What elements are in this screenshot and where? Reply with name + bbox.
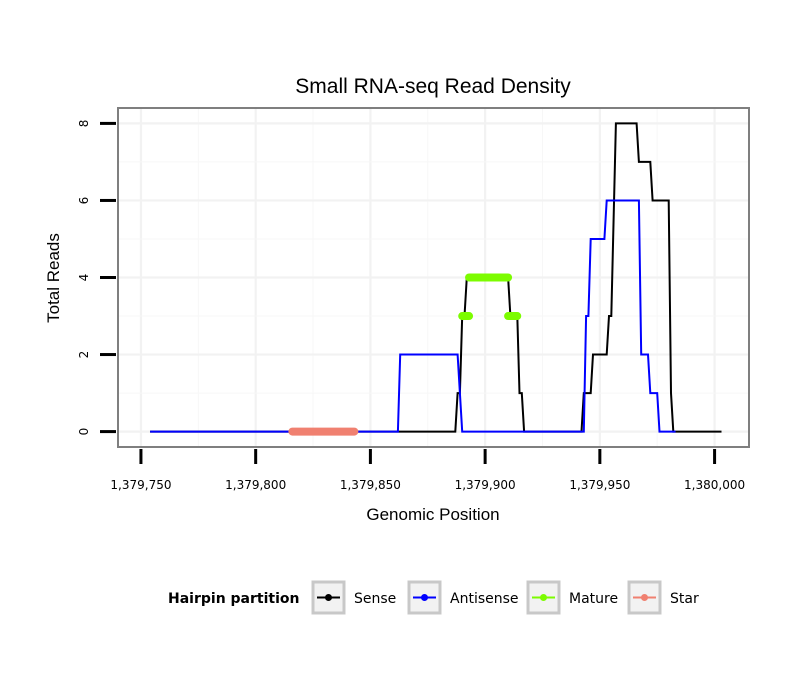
x-tick-label: 1,379,800 [225, 478, 286, 492]
y-tick-label: 8 [77, 120, 91, 128]
y-axis-title: Total Reads [44, 233, 63, 323]
x-tick-label: 1,379,900 [455, 478, 516, 492]
y-tick-label: 6 [77, 197, 91, 205]
y-tick-label: 0 [77, 428, 91, 436]
legend-label-mature: Mature [569, 591, 618, 607]
x-axis: 1,379,750 1,379,800 1,379,850 1,379,900 1,37… [110, 449, 745, 492]
legend-label-star: Star [670, 591, 699, 607]
series-line-sense [150, 122, 722, 433]
x-tick-label: 1,379,750 [110, 478, 171, 492]
x-axis-title: Genomic Position [366, 505, 499, 524]
legend-key-point-sense [325, 594, 332, 601]
y-axis: 0 2 4 6 8 [77, 120, 116, 436]
chart-title: Small RNA-seq Read Density [295, 75, 571, 98]
legend-title: Hairpin partition [168, 591, 299, 607]
plot-border [117, 107, 750, 448]
data-series [150, 122, 722, 436]
legend-label-sense: Sense [354, 591, 396, 607]
y-tick-label: 2 [77, 351, 91, 359]
series-line-antisense [150, 199, 676, 433]
legend: Hairpin partition Sense Antisense Mature St… [168, 580, 699, 615]
legend-key-point-antisense [421, 594, 428, 601]
x-tick-label: 1,379,950 [569, 478, 630, 492]
x-tick-label: 1,380,000 [684, 478, 745, 492]
y-tick-label: 4 [77, 274, 91, 282]
legend-key-point-star [641, 594, 648, 601]
x-tick-label: 1,379,850 [340, 478, 401, 492]
legend-key-point-mature [540, 594, 547, 601]
legend-label-antisense: Antisense [450, 591, 519, 607]
